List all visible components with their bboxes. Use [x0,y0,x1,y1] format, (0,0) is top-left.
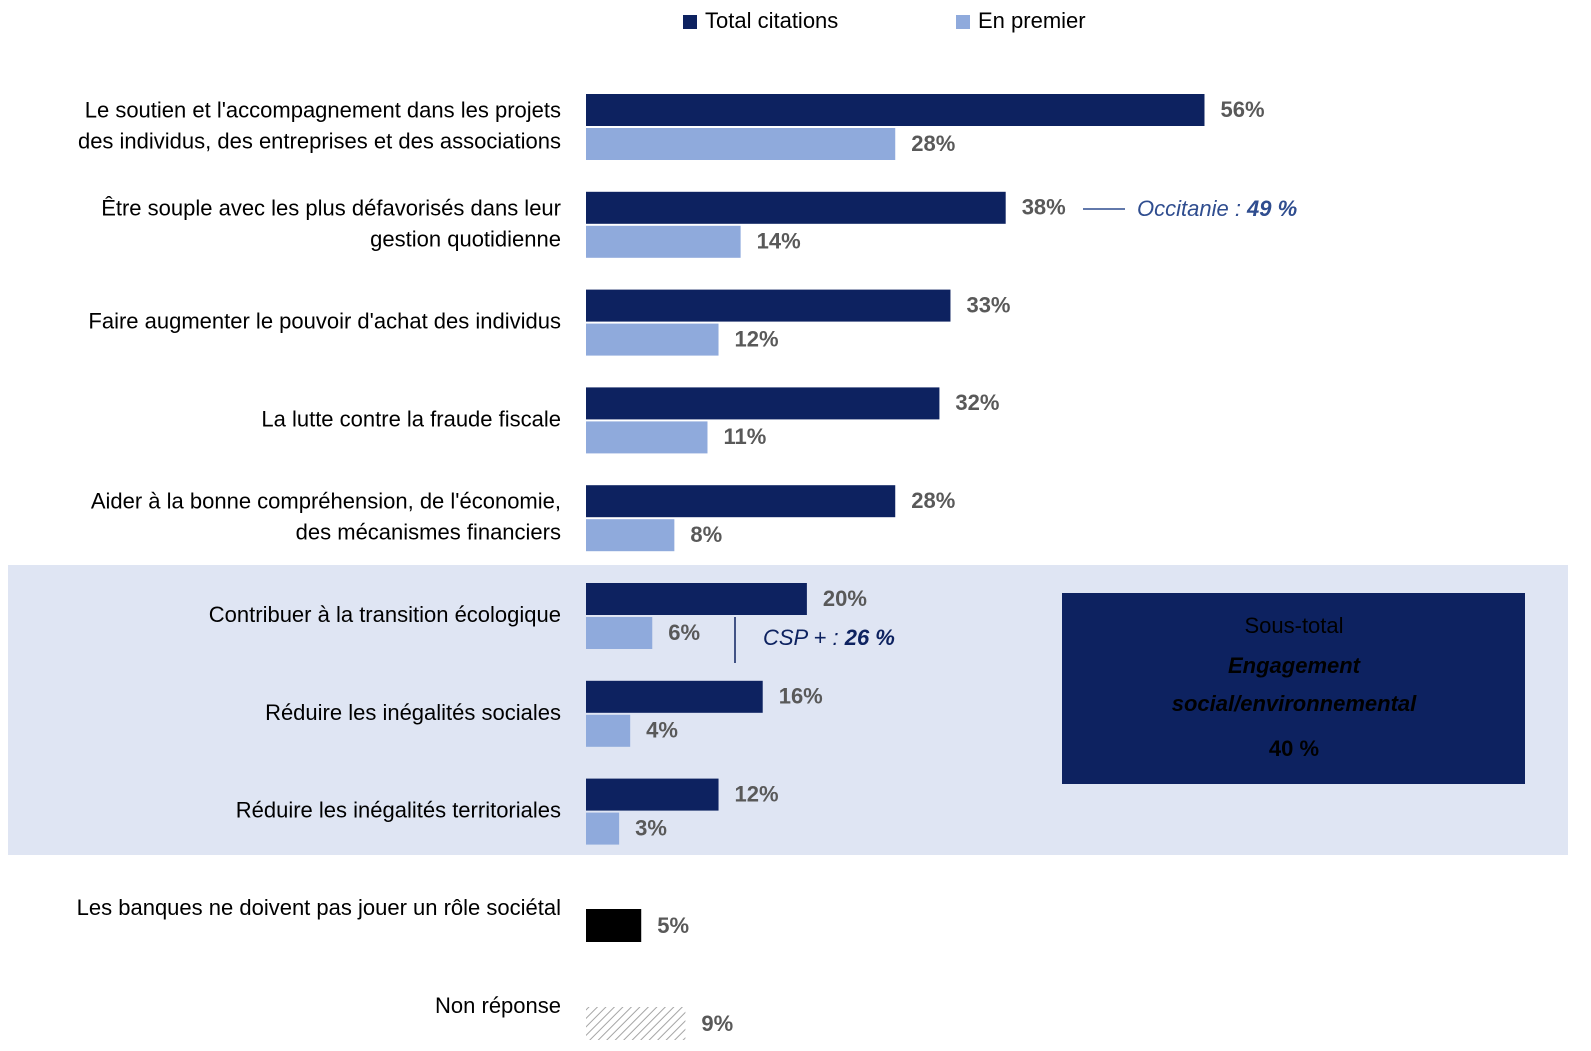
category-label: Réduire les inégalités territoriales [236,797,561,822]
text-line: Contribuer à la transition écologique [209,602,561,627]
bar [586,485,896,518]
value-label: 3% [635,815,667,840]
subtotal-title: Sous-total [1244,613,1343,638]
value-label: 28% [911,488,955,513]
bar [586,812,620,845]
text-line: des mécanismes financiers [296,520,561,545]
bar [586,387,940,420]
bar [586,583,807,615]
value-label: 56% [1220,97,1264,122]
value-label: 9% [701,1011,733,1036]
text-line: Engagement [1228,653,1362,678]
value-label: 6% [668,620,700,645]
bar [586,778,719,811]
value-label: 5% [657,913,689,938]
legend-label: Total citations [705,8,838,33]
value-label: 20% [823,586,867,611]
subtotal-value: 40 % [1269,736,1319,761]
subtotal-label: Engagement social/environnemental [1172,653,1417,716]
category-label: Contribuer à la transition écologique [209,602,561,627]
text-line: social/environnemental [1172,691,1417,716]
value-label: 4% [646,718,678,743]
bar [586,94,1205,126]
category-label: Les banques ne doivent pas jouer un rôle… [77,895,561,920]
category-label: La lutte contre la fraude fiscale [261,406,561,431]
value-label: 12% [735,781,779,806]
bar [586,191,1006,224]
category-label: Le soutien et l'accompagnement dans les … [78,97,561,153]
bar [586,421,708,454]
text-line: des individus, des entreprises et des as… [78,128,561,153]
annotation-text: CSP + : [763,625,845,650]
text-line: Réduire les inégalités sociales [265,700,561,725]
bar [586,1007,686,1040]
annotation-value: 26 % [844,625,895,650]
category-label: Aider à la bonne compréhension, de l'éco… [91,489,561,545]
annotation: CSP + : 26 % [763,625,895,650]
bar [586,680,763,713]
value-label: 33% [966,292,1010,317]
category-label: Être souple avec les plus défavorisés da… [101,195,561,251]
text-line: gestion quotidienne [370,226,561,251]
value-label: 28% [911,131,955,156]
annotation: Occitanie : 49 % [1137,196,1297,221]
category-label: Réduire les inégalités sociales [265,700,561,725]
text-line: Faire augmenter le pouvoir d'achat des i… [88,308,561,333]
category-label: Non réponse [435,993,561,1018]
text-line: Le soutien et l'accompagnement dans les … [85,97,561,122]
bar [586,519,675,552]
value-label: 16% [779,684,823,709]
bar [586,323,719,356]
annotation-value: 49 % [1246,196,1297,221]
value-label: 38% [1022,195,1066,220]
bar [586,617,653,649]
bar [586,289,951,322]
value-label: 11% [723,424,766,449]
bar [586,128,896,160]
subtotal-box [1062,593,1525,784]
value-label: 8% [690,522,722,547]
text-line: La lutte contre la fraude fiscale [261,406,561,431]
value-label: 12% [735,326,779,351]
category-label: Faire augmenter le pouvoir d'achat des i… [88,308,561,333]
text-line: Réduire les inégalités territoriales [236,797,561,822]
text-line: Être souple avec les plus défavorisés da… [101,195,561,220]
value-label: 14% [757,229,801,254]
bar [586,909,642,942]
bar [586,225,741,258]
bar [586,714,631,747]
text-line: Aider à la bonne compréhension, de l'éco… [91,489,561,514]
annotation-text: Occitanie : [1137,196,1247,221]
legend-swatch [956,15,970,29]
value-label: 32% [955,390,999,415]
legend-swatch [683,15,697,29]
legend-label: En premier [978,8,1086,33]
